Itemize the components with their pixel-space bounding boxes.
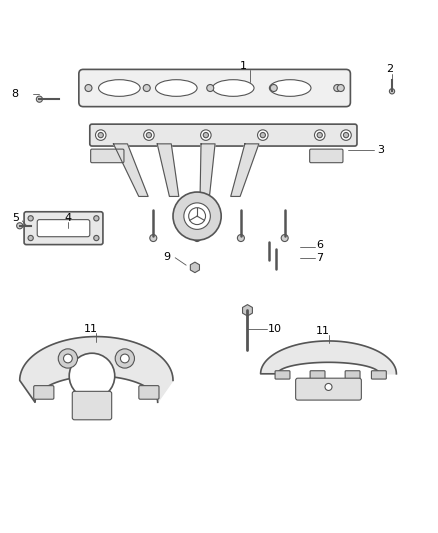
FancyBboxPatch shape xyxy=(72,391,112,420)
FancyBboxPatch shape xyxy=(371,371,386,379)
Circle shape xyxy=(207,85,214,92)
Circle shape xyxy=(194,235,201,241)
FancyBboxPatch shape xyxy=(275,371,290,379)
Circle shape xyxy=(36,96,42,102)
Polygon shape xyxy=(20,337,173,402)
Ellipse shape xyxy=(99,80,140,96)
FancyBboxPatch shape xyxy=(79,69,350,107)
Polygon shape xyxy=(231,144,259,197)
FancyBboxPatch shape xyxy=(310,149,343,163)
Circle shape xyxy=(203,133,208,138)
Circle shape xyxy=(173,192,221,240)
Circle shape xyxy=(237,235,244,241)
Circle shape xyxy=(28,216,33,221)
Text: 7: 7 xyxy=(316,253,323,263)
Polygon shape xyxy=(157,144,179,197)
Polygon shape xyxy=(113,144,148,197)
FancyBboxPatch shape xyxy=(310,371,325,379)
Circle shape xyxy=(17,223,23,229)
Circle shape xyxy=(95,130,106,140)
Text: 9: 9 xyxy=(163,252,170,262)
Circle shape xyxy=(85,85,92,92)
Text: 10: 10 xyxy=(268,324,282,334)
Text: 1: 1 xyxy=(240,61,247,71)
FancyBboxPatch shape xyxy=(139,386,159,399)
Polygon shape xyxy=(243,304,252,316)
FancyBboxPatch shape xyxy=(91,149,124,163)
Circle shape xyxy=(337,85,344,92)
Circle shape xyxy=(98,133,103,138)
Text: 3: 3 xyxy=(378,145,385,155)
Circle shape xyxy=(69,353,115,399)
Circle shape xyxy=(150,235,157,241)
Circle shape xyxy=(389,88,395,94)
Text: 4: 4 xyxy=(64,213,71,223)
Ellipse shape xyxy=(212,80,254,96)
FancyBboxPatch shape xyxy=(24,212,103,245)
Text: 11: 11 xyxy=(84,324,98,334)
Circle shape xyxy=(341,130,351,140)
FancyBboxPatch shape xyxy=(90,124,357,146)
Polygon shape xyxy=(191,262,199,273)
Circle shape xyxy=(64,354,72,363)
Text: 8: 8 xyxy=(11,90,18,99)
Circle shape xyxy=(146,133,152,138)
FancyBboxPatch shape xyxy=(296,378,361,400)
Circle shape xyxy=(343,133,349,138)
Circle shape xyxy=(201,130,211,140)
Circle shape xyxy=(317,133,322,138)
FancyBboxPatch shape xyxy=(34,386,54,399)
Circle shape xyxy=(184,203,210,229)
Text: 6: 6 xyxy=(316,240,323,251)
Text: 2: 2 xyxy=(386,64,393,75)
Polygon shape xyxy=(200,144,215,197)
Circle shape xyxy=(270,85,277,92)
Circle shape xyxy=(115,349,134,368)
Circle shape xyxy=(143,85,150,92)
FancyBboxPatch shape xyxy=(37,220,90,237)
Circle shape xyxy=(260,133,265,138)
Text: 11: 11 xyxy=(316,326,330,336)
Circle shape xyxy=(58,349,78,368)
Circle shape xyxy=(258,130,268,140)
Polygon shape xyxy=(261,341,396,374)
Circle shape xyxy=(94,216,99,221)
Circle shape xyxy=(28,236,33,241)
Circle shape xyxy=(334,85,341,92)
Circle shape xyxy=(94,236,99,241)
FancyBboxPatch shape xyxy=(345,371,360,379)
Circle shape xyxy=(120,354,129,363)
Circle shape xyxy=(314,130,325,140)
Circle shape xyxy=(325,383,332,391)
Circle shape xyxy=(144,130,154,140)
Circle shape xyxy=(281,235,288,241)
Text: 5: 5 xyxy=(12,213,19,223)
Ellipse shape xyxy=(269,80,311,96)
Ellipse shape xyxy=(155,80,197,96)
